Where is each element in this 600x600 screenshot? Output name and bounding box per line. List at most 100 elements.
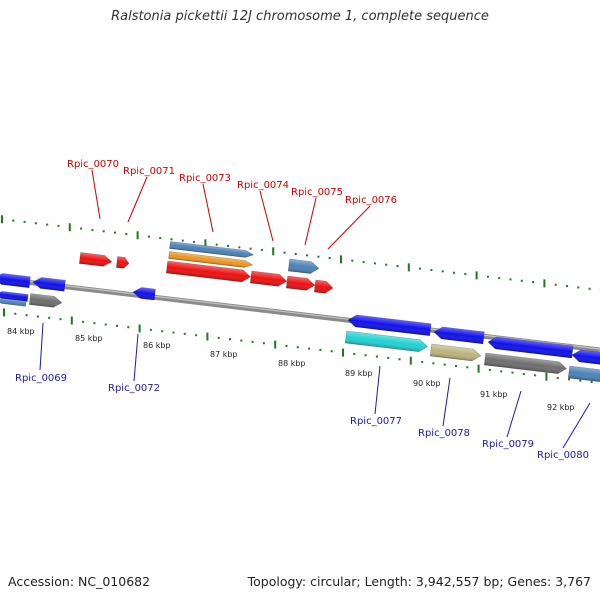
lower-minor-tick [579,379,582,382]
lower-major-tick [545,372,548,381]
gene-label-rpic-0069[interactable]: Rpic_0069 [15,373,67,384]
lower-tick-row [3,308,593,384]
upper-minor-tick [396,265,399,268]
upper-minor-tick [159,236,162,239]
lower-minor-tick [590,381,593,384]
chromosome-backbone-highlight [0,277,600,350]
upper-minor-tick [125,232,128,235]
upper-minor-tick [419,267,422,270]
lower-minor-tick [319,348,322,351]
lower-minor-tick [183,332,186,335]
lower-minor-tick [82,320,85,323]
lower-minor-tick [296,346,299,349]
upper-minor-tick [554,283,557,286]
gene-label-rpic-0076[interactable]: Rpic_0076 [345,195,397,206]
lower-major-tick [274,340,277,349]
upper-minor-tick [306,254,309,257]
gene-label-rpic-0070[interactable]: Rpic_0070 [67,159,119,170]
leader-line-rpic-0074 [259,190,274,242]
scale-label-84kbp: 84 kbp [7,327,35,336]
gene-rpic-0077[interactable] [347,314,432,337]
gene-rpic-0073-feature-orange[interactable] [168,251,254,269]
gene-rpic-0076[interactable] [313,279,334,294]
gene-rpic-0073[interactable] [165,260,251,283]
upper-minor-tick [486,275,489,278]
gene-rpic-0075-feature-steelblue[interactable] [287,258,320,274]
upper-minor-tick [577,286,580,289]
gene-label-rpic-0072[interactable]: Rpic_0072 [108,383,160,394]
lower-minor-tick [161,330,164,333]
lower-minor-tick [217,336,220,339]
lower-minor-tick [48,316,51,319]
upper-minor-tick [464,273,467,276]
leader-line-rpic-0073 [202,183,214,233]
lower-major-tick [409,356,412,365]
gene-rpic-0077-feature-cyan[interactable] [344,330,428,353]
gene-label-rpic-0077[interactable]: Rpic_0077 [350,416,402,427]
lower-minor-tick [308,347,311,350]
gene-label-rpic-0078[interactable]: Rpic_0078 [418,428,470,439]
gene-label-rpic-0073[interactable]: Rpic_0073 [179,173,231,184]
lower-minor-tick [500,370,503,373]
upper-major-tick [543,279,546,288]
leader-line-rpic-0079 [506,390,522,438]
gene-rpic-0068[interactable] [0,273,31,289]
upper-major-tick [475,271,478,280]
lower-minor-tick [534,374,537,377]
bottom-gene-labels [39,322,591,449]
lower-minor-tick [387,356,390,359]
gene-rpic-0080-feature-steelblue[interactable] [567,365,600,383]
gene-rpic-0069-feature-gray[interactable] [29,293,63,309]
upper-major-tick [1,215,3,224]
upper-minor-tick [520,279,523,282]
leader-line-rpic-0070 [91,169,101,220]
upper-major-tick [272,247,275,256]
gene-rpic-0068-feature-steelblue[interactable] [0,298,27,307]
gene-rpic-0078-feature-khaki[interactable] [429,343,482,362]
lower-minor-tick [240,339,243,342]
upper-minor-tick [12,219,15,222]
upper-major-tick [204,239,207,248]
gene-rpic-0069[interactable] [32,277,66,292]
gene-label-rpic-0075[interactable]: Rpic_0075 [291,187,343,198]
gene-rpic-0071[interactable] [116,256,130,269]
upper-major-tick [136,231,139,240]
gene-label-rpic-0079[interactable]: Rpic_0079 [482,439,534,450]
upper-minor-tick [283,251,286,254]
upper-minor-tick [588,287,591,290]
lower-minor-tick [455,364,457,367]
gene-rpic-0079[interactable] [487,336,574,359]
gene-label-rpic-0074[interactable]: Rpic_0074 [237,180,289,191]
leader-line-rpic-0076 [327,205,371,250]
gene-rpic-0072[interactable] [132,287,156,301]
gene-label-rpic-0071[interactable]: Rpic_0071 [123,166,175,177]
gene-rpic-0073-feature-steelblue[interactable] [169,241,255,259]
gene-rpic-0075[interactable] [285,275,316,291]
lower-minor-tick [93,322,96,325]
upper-minor-tick [317,255,320,258]
lower-minor-tick [262,342,265,345]
lower-minor-tick [172,331,175,334]
gene-rpic-0074[interactable] [249,270,288,287]
scale-label-92kbp: 92 kbp [547,403,575,412]
lower-minor-tick [353,352,356,355]
upper-minor-tick [532,281,535,284]
lower-minor-tick [251,340,254,343]
upper-tick-row [1,215,600,292]
gene-rpic-0068-feature-blue[interactable] [0,291,29,302]
gene-rpic-0079-feature-gray[interactable] [483,352,567,375]
gene-rpic-0078[interactable] [433,326,485,345]
upper-major-tick [407,263,410,272]
gene-rpic-0080[interactable] [571,349,600,366]
leader-line-rpic-0071 [127,176,148,223]
gene-rpic-0070[interactable] [79,252,113,268]
gene-label-rpic-0080[interactable]: Rpic_0080 [537,450,589,461]
leader-line-rpic-0080 [562,402,591,449]
upper-minor-tick [46,223,49,226]
upper-minor-tick [351,259,354,262]
upper-minor-tick [249,247,252,250]
genome-stats-text: Topology: circular; Length: 3,942,557 bp… [247,574,591,589]
leader-line-rpic-0078 [442,377,451,427]
lower-major-tick [138,324,141,333]
